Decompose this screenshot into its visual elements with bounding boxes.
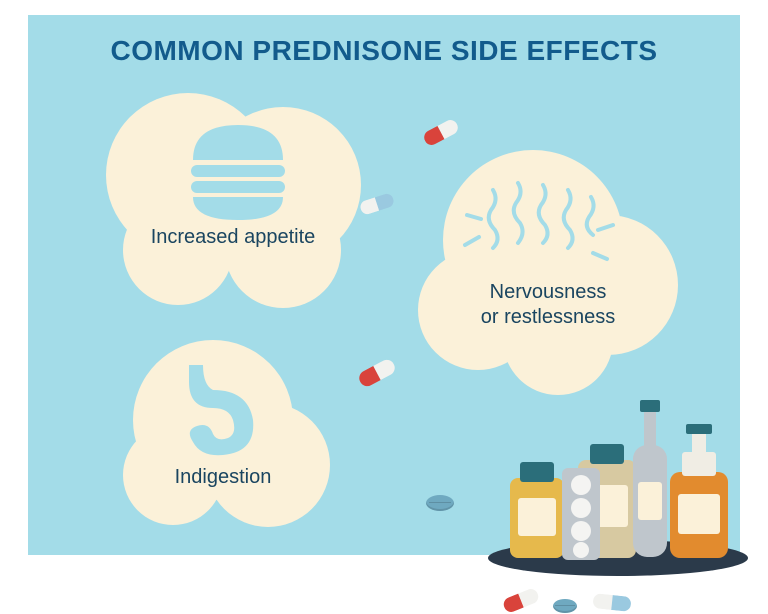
capsule-pill-icon [502,587,541,614]
label-nervousness: Nervousness or restlessness [448,280,648,330]
burger-icon [191,125,285,220]
tablet-pill-icon [553,599,577,613]
infographic-canvas: COMMON PREDNISONE SIDE EFFECTS Increased… [28,15,740,555]
label-appetite: Increased appetite [123,225,343,250]
capsule-pill-icon [592,593,631,612]
cloud-indigestion [103,325,353,535]
cloud-nervousness [398,145,698,395]
label-indigestion: Indigestion [138,465,308,490]
medicine-cluster-icon [468,390,758,590]
cloud-appetite [88,90,378,305]
page-title: COMMON PREDNISONE SIDE EFFECTS [28,35,740,67]
tablet-pill-icon [426,495,454,511]
